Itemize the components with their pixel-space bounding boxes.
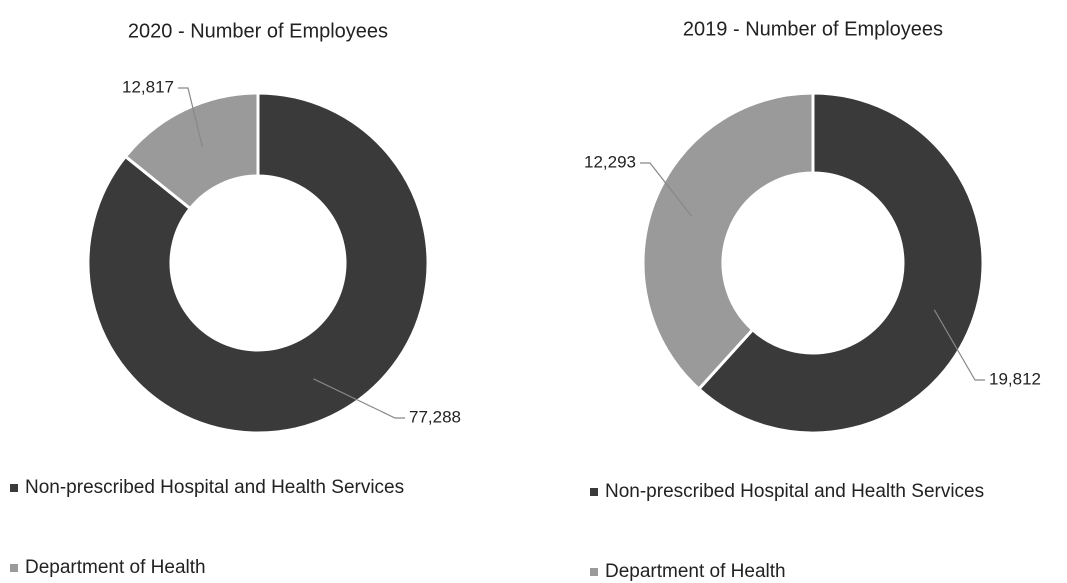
- donut-slice: [86, 91, 430, 435]
- data-label: 12,817: [122, 77, 174, 96]
- legend-label: Department of Health: [25, 557, 206, 578]
- data-label: 12,293: [584, 152, 636, 171]
- legend-label: Department of Health: [605, 561, 786, 582]
- chart-title: 2019 - Number of Employees: [683, 18, 943, 40]
- leader-line: [313, 378, 405, 419]
- legend-swatch: [590, 568, 598, 576]
- leader-line: [178, 87, 204, 148]
- donut-slice: [123, 91, 260, 211]
- data-label: 77,288: [409, 407, 461, 426]
- leader-line: [933, 309, 985, 381]
- leader-line: [640, 162, 693, 217]
- legend-swatch: [590, 488, 598, 496]
- chart-title: 2020 - Number of Employees: [128, 20, 388, 42]
- legend-swatch: [10, 564, 18, 572]
- legend-swatch: [10, 484, 18, 492]
- donut-slice: [696, 91, 985, 435]
- legend-label: Non-prescribed Hospital and Health Servi…: [25, 477, 404, 498]
- legend-label: Non-prescribed Hospital and Health Servi…: [605, 481, 984, 502]
- donut-slice: [641, 91, 815, 392]
- data-label: 19,812: [989, 369, 1041, 388]
